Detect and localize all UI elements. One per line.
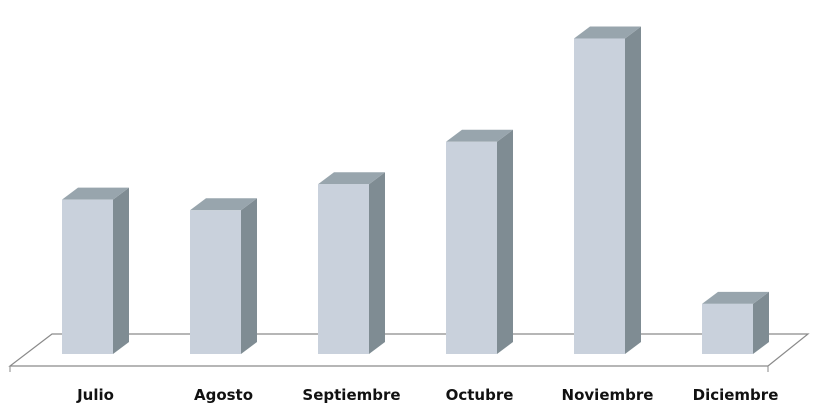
bar-side-face — [113, 187, 129, 354]
bar-septiembre — [318, 172, 385, 354]
bar-front-face — [702, 303, 753, 354]
x-tick-label: Diciembre — [693, 386, 779, 404]
bar-side-face — [625, 26, 641, 355]
x-tick-label: Noviembre — [562, 386, 654, 404]
bar-side-face — [497, 129, 513, 354]
bar-side-face — [753, 291, 769, 354]
bar-diciembre — [702, 291, 769, 354]
x-axis-tick-labels: Julio Agosto Septiembre Octubre Noviembre Dic… — [76, 386, 778, 404]
bar-front-face — [446, 141, 497, 354]
bar-top-face — [62, 187, 129, 200]
x-tick-label: Octubre — [446, 386, 514, 404]
bar-agosto — [190, 198, 257, 354]
bar-noviembre — [574, 26, 641, 355]
bar-top-face — [190, 198, 257, 211]
bar-julio — [62, 187, 129, 354]
bar-top-face — [702, 291, 769, 304]
bar-front-face — [318, 184, 369, 354]
bar-front-face — [190, 210, 241, 354]
bar-front-face — [574, 38, 625, 355]
bar-top-face — [574, 26, 641, 39]
bar-series — [62, 26, 769, 355]
bar-octubre — [446, 129, 513, 354]
bar-front-face — [62, 199, 113, 354]
bar-side-face — [241, 198, 257, 354]
x-tick-label: Agosto — [194, 386, 253, 404]
bar-top-face — [446, 129, 513, 142]
chart-floor — [8, 333, 810, 367]
bar-side-face — [369, 172, 385, 354]
bar-top-face — [318, 172, 385, 185]
x-tick-label: Julio — [76, 386, 114, 404]
x-tick-label: Septiembre — [302, 386, 400, 404]
